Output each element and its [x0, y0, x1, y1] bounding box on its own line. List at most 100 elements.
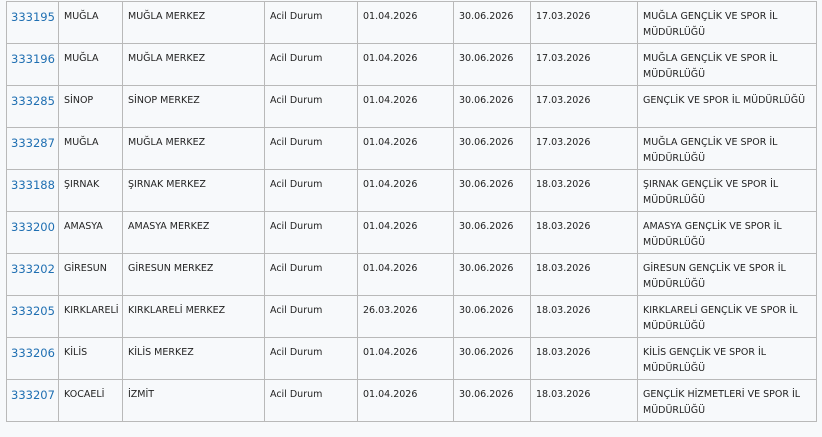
table-cell: GİRESUN MERKEZ [122, 253, 265, 296]
province: KİLİS [64, 347, 88, 358]
province: MUĞLA [64, 53, 99, 64]
type: Acil Durum [270, 53, 323, 64]
province: KOCAELİ [64, 389, 105, 400]
table-row: 333205 KIRKLARELİ KIRKLARELİ MERKEZ Acil Du… [6, 295, 817, 338]
table-cell: GİRESUN GENÇLİK VE SPOR İL MÜDÜRLÜĞÜ [637, 253, 817, 296]
record-id[interactable]: 333200 [11, 220, 55, 234]
table-cell: AMASYA [58, 211, 123, 254]
table-cell: 333205 [6, 295, 59, 338]
table-cell: 18.03.2026 [530, 169, 638, 212]
table-cell: MUĞLA [58, 127, 123, 170]
table-cell: MUĞLA GENÇLİK VE SPOR İL MÜDÜRLÜĞÜ [637, 43, 817, 86]
district: GİRESUN MERKEZ [128, 263, 214, 274]
record-id[interactable]: 333205 [11, 304, 55, 318]
date: 18.03.2026 [536, 221, 591, 232]
table-cell: 18.03.2026 [530, 253, 638, 296]
table-cell: İZMİT [122, 379, 265, 422]
record-id[interactable]: 333195 [11, 10, 55, 24]
end-date: 30.06.2026 [459, 389, 514, 400]
table-cell: KİLİS [58, 337, 123, 380]
record-id[interactable]: 333206 [11, 346, 55, 360]
start-date: 01.04.2026 [363, 263, 418, 274]
province: MUĞLA [64, 137, 99, 148]
table-row: 333200 AMASYA AMASYA MERKEZ Acil Durum 01.04… [6, 211, 817, 254]
table-cell: SİNOP MERKEZ [122, 85, 265, 128]
end-date: 30.06.2026 [459, 263, 514, 274]
table-cell: 18.03.2026 [530, 337, 638, 380]
district: KIRKLARELİ MERKEZ [128, 305, 226, 316]
table-cell: 18.03.2026 [530, 211, 638, 254]
type: Acil Durum [270, 389, 323, 400]
table-row: 333206 KİLİS KİLİS MERKEZ Acil Durum 01.04.2… [6, 337, 817, 380]
table-cell: Acil Durum [264, 211, 358, 254]
table-cell: 30.06.2026 [453, 211, 531, 254]
end-date: 30.06.2026 [459, 347, 514, 358]
table-cell: Acil Durum [264, 379, 358, 422]
start-date: 01.04.2026 [363, 95, 418, 106]
table-cell: 01.04.2026 [357, 169, 454, 212]
date: 18.03.2026 [536, 179, 591, 190]
date: 18.03.2026 [536, 389, 591, 400]
table-cell: MUĞLA GENÇLİK VE SPOR İL MÜDÜRLÜĞÜ [637, 127, 817, 170]
start-date: 01.04.2026 [363, 53, 418, 64]
type: Acil Durum [270, 305, 323, 316]
start-date: 26.03.2026 [363, 305, 418, 316]
table-cell: MUĞLA [58, 43, 123, 86]
province: ŞIRNAK [64, 179, 100, 190]
results-table: 333195 MUĞLA MUĞLA MERKEZ Acil Durum 01.04.2… [6, 1, 817, 422]
table-cell: 26.03.2026 [357, 295, 454, 338]
district: MUĞLA MERKEZ [128, 53, 206, 64]
type: Acil Durum [270, 263, 323, 274]
start-date: 01.04.2026 [363, 137, 418, 148]
organization: KIRKLARELİ GENÇLİK VE SPOR İL MÜDÜRLÜĞÜ [643, 305, 798, 332]
province: AMASYA [64, 221, 103, 232]
table-cell: 17.03.2026 [530, 1, 638, 44]
table-cell: KIRKLARELİ MERKEZ [122, 295, 265, 338]
record-id[interactable]: 333285 [11, 94, 55, 108]
table-cell: Acil Durum [264, 127, 358, 170]
end-date: 30.06.2026 [459, 53, 514, 64]
table-cell: Acil Durum [264, 295, 358, 338]
district: ŞIRNAK MERKEZ [128, 179, 206, 190]
record-id[interactable]: 333207 [11, 388, 55, 402]
record-id[interactable]: 333287 [11, 136, 55, 150]
table-cell: Acil Durum [264, 337, 358, 380]
table-cell: 17.03.2026 [530, 85, 638, 128]
organization: AMASYA GENÇLİK VE SPOR İL MÜDÜRLÜĞÜ [643, 221, 782, 248]
table-cell: 01.04.2026 [357, 1, 454, 44]
table-cell: KOCAELİ [58, 379, 123, 422]
table-cell: 333287 [6, 127, 59, 170]
date: 18.03.2026 [536, 305, 591, 316]
table-cell: 30.06.2026 [453, 295, 531, 338]
table-cell: 333196 [6, 43, 59, 86]
record-id[interactable]: 333188 [11, 178, 55, 192]
table-cell: KİLİS GENÇLİK VE SPOR İL MÜDÜRLÜĞÜ [637, 337, 817, 380]
start-date: 01.04.2026 [363, 11, 418, 22]
district: MUĞLA MERKEZ [128, 137, 206, 148]
table-cell: KIRKLARELİ [58, 295, 123, 338]
table-cell: 333206 [6, 337, 59, 380]
table-row: 333188 ŞIRNAK ŞIRNAK MERKEZ Acil Durum 01.04… [6, 169, 817, 212]
organization: GENÇLİK HİZMETLERİ VE SPOR İL MÜDÜRLÜĞÜ [643, 389, 801, 416]
table-cell: 01.04.2026 [357, 379, 454, 422]
record-id[interactable]: 333196 [11, 52, 55, 66]
organization: MUĞLA GENÇLİK VE SPOR İL MÜDÜRLÜĞÜ [643, 11, 778, 38]
date: 17.03.2026 [536, 137, 591, 148]
organization: ŞIRNAK GENÇLİK VE SPOR İL MÜDÜRLÜĞÜ [643, 179, 779, 206]
table-cell: 30.06.2026 [453, 337, 531, 380]
record-id[interactable]: 333202 [11, 262, 55, 276]
date: 17.03.2026 [536, 95, 591, 106]
province: MUĞLA [64, 11, 99, 22]
table-cell: MUĞLA MERKEZ [122, 43, 265, 86]
table-cell: 333207 [6, 379, 59, 422]
organization: MUĞLA GENÇLİK VE SPOR İL MÜDÜRLÜĞÜ [643, 53, 778, 80]
table-cell: 01.04.2026 [357, 43, 454, 86]
start-date: 01.04.2026 [363, 221, 418, 232]
start-date: 01.04.2026 [363, 347, 418, 358]
end-date: 30.06.2026 [459, 95, 514, 106]
table-cell: AMASYA MERKEZ [122, 211, 265, 254]
table-row: 333202 GİRESUN GİRESUN MERKEZ Acil Durum 01.… [6, 253, 817, 296]
table-cell: 333285 [6, 85, 59, 128]
table-row: 333195 MUĞLA MUĞLA MERKEZ Acil Durum 01.04.2… [6, 1, 817, 44]
